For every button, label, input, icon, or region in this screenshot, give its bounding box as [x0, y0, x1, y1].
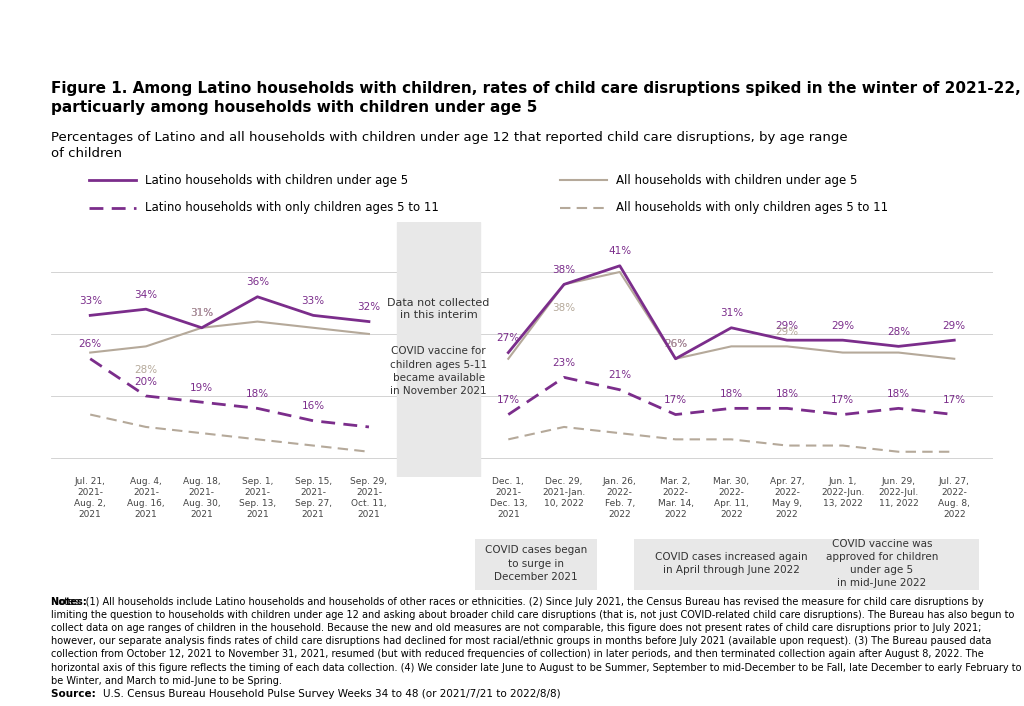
- Text: COVID vaccine was
approved for children
under age 5
in mid-June 2022: COVID vaccine was approved for children …: [825, 539, 938, 589]
- Text: Latino households with children under age 5: Latino households with children under ag…: [145, 174, 409, 187]
- Text: Jan. 26,
2022-
Feb. 7,
2022: Jan. 26, 2022- Feb. 7, 2022: [603, 477, 637, 519]
- Text: All households with only children ages 5 to 11: All households with only children ages 5…: [616, 201, 889, 215]
- Text: U.S. Census Bureau Household Pulse Survey Weeks 34 to 48 (or 2021/7/21 to 2022/8: U.S. Census Bureau Household Pulse Surve…: [103, 689, 560, 699]
- Text: 33%: 33%: [302, 296, 325, 306]
- Text: Jun. 29,
2022-Jul.
11, 2022: Jun. 29, 2022-Jul. 11, 2022: [879, 477, 919, 508]
- Text: 31%: 31%: [190, 309, 213, 318]
- Text: 41%: 41%: [608, 246, 632, 256]
- Text: COVID cases increased again
in April through June 2022: COVID cases increased again in April thr…: [655, 552, 808, 575]
- Text: Source:: Source:: [51, 689, 99, 699]
- Text: Mar. 30,
2022-
Apr. 11,
2022: Mar. 30, 2022- Apr. 11, 2022: [714, 477, 750, 519]
- Text: COVID cases began
to surge in
December 2021: COVID cases began to surge in December 2…: [485, 546, 588, 582]
- Text: 26%: 26%: [79, 340, 101, 349]
- Text: 19%: 19%: [190, 383, 213, 393]
- Text: 17%: 17%: [943, 395, 966, 405]
- Text: 18%: 18%: [887, 389, 910, 399]
- Text: 38%: 38%: [553, 303, 575, 313]
- Text: 36%: 36%: [246, 277, 269, 287]
- FancyBboxPatch shape: [784, 539, 979, 590]
- Text: Latino households with only children ages 5 to 11: Latino households with only children age…: [145, 201, 439, 215]
- Text: Data not collected
in this interim: Data not collected in this interim: [387, 299, 489, 320]
- Text: Jul. 21,
2021-
Aug. 2,
2021: Jul. 21, 2021- Aug. 2, 2021: [75, 477, 106, 519]
- Text: Jul. 27,
2022-
Aug. 8,
2022: Jul. 27, 2022- Aug. 8, 2022: [938, 477, 970, 519]
- Text: Notes: (1) All households include Latino households and households of other race: Notes: (1) All households include Latino…: [51, 597, 1022, 686]
- Text: 23%: 23%: [553, 358, 575, 368]
- Text: Mar. 2,
2022-
Mar. 14,
2022: Mar. 2, 2022- Mar. 14, 2022: [657, 477, 693, 519]
- Text: Sep. 29,
2021-
Oct. 11,
2021: Sep. 29, 2021- Oct. 11, 2021: [350, 477, 387, 519]
- Text: All households with children under age 5: All households with children under age 5: [616, 174, 858, 187]
- Text: 20%: 20%: [134, 377, 158, 387]
- Text: Jun. 1,
2022-Jun.
13, 2022: Jun. 1, 2022-Jun. 13, 2022: [821, 477, 864, 508]
- Text: 18%: 18%: [720, 389, 742, 399]
- Text: Aug. 4,
2021-
Aug. 16,
2021: Aug. 4, 2021- Aug. 16, 2021: [127, 477, 165, 519]
- Text: 17%: 17%: [831, 395, 854, 405]
- Text: 38%: 38%: [553, 265, 575, 275]
- Text: 33%: 33%: [79, 296, 101, 306]
- Bar: [397, 222, 480, 477]
- Text: 29%: 29%: [831, 321, 854, 331]
- Text: Sep. 1,
2021-
Sep. 13,
2021: Sep. 1, 2021- Sep. 13, 2021: [239, 477, 276, 519]
- Text: 21%: 21%: [608, 371, 632, 381]
- Text: 26%: 26%: [664, 340, 687, 349]
- Text: Apr. 27,
2022-
May 9,
2022: Apr. 27, 2022- May 9, 2022: [770, 477, 804, 519]
- Text: COVID vaccine for
children ages 5-11
became available
in November 2021: COVID vaccine for children ages 5-11 bec…: [390, 347, 487, 396]
- Text: 34%: 34%: [134, 290, 158, 300]
- Text: 26%: 26%: [664, 340, 687, 349]
- Text: Percentages of Latino and all households with children under age 12 that reporte: Percentages of Latino and all households…: [51, 131, 848, 160]
- Text: 28%: 28%: [134, 365, 158, 375]
- Text: 17%: 17%: [497, 395, 520, 405]
- Text: 29%: 29%: [775, 327, 799, 337]
- Text: 16%: 16%: [302, 402, 325, 412]
- Text: 28%: 28%: [887, 327, 910, 337]
- Text: 32%: 32%: [357, 302, 381, 312]
- Text: 29%: 29%: [775, 321, 799, 331]
- Text: Aug. 18,
2021-
Aug. 30,
2021: Aug. 18, 2021- Aug. 30, 2021: [183, 477, 220, 519]
- Text: Figure 1. Among Latino households with children, rates of child care disruptions: Figure 1. Among Latino households with c…: [51, 81, 1021, 115]
- Text: Dec. 1,
2021-
Dec. 13,
2021: Dec. 1, 2021- Dec. 13, 2021: [489, 477, 527, 519]
- Text: Notes:: Notes:: [51, 597, 90, 606]
- Text: 18%: 18%: [775, 389, 799, 399]
- FancyBboxPatch shape: [475, 539, 597, 590]
- Text: 31%: 31%: [190, 309, 213, 318]
- Text: 29%: 29%: [943, 321, 966, 331]
- Text: 17%: 17%: [664, 395, 687, 405]
- Text: 27%: 27%: [497, 333, 520, 343]
- Text: 18%: 18%: [246, 389, 269, 399]
- Text: Sep. 15,
2021-
Sep. 27,
2021: Sep. 15, 2021- Sep. 27, 2021: [295, 477, 332, 519]
- Text: Dec. 29,
2021-Jan.
10, 2022: Dec. 29, 2021-Jan. 10, 2022: [543, 477, 586, 508]
- FancyBboxPatch shape: [634, 539, 828, 590]
- Text: 31%: 31%: [720, 309, 742, 318]
